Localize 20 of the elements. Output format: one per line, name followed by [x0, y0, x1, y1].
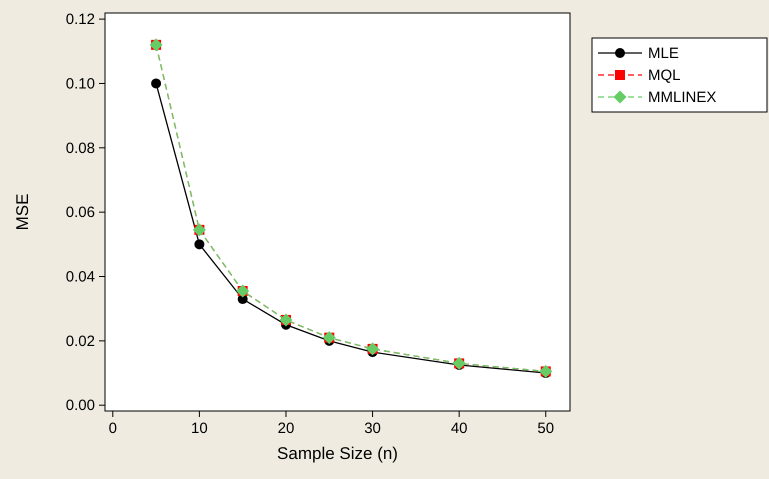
legend-label: MQL: [648, 67, 681, 84]
x-tick-label: 30: [364, 420, 381, 437]
y-tick-label: 0.06: [66, 204, 95, 222]
legend-label: MLE: [648, 45, 679, 62]
x-tick-label: 20: [278, 420, 294, 437]
y-axis-title: MSE: [13, 194, 32, 230]
point: [151, 78, 162, 88]
x-tick-label: 40: [450, 420, 468, 437]
x-tick-label: 10: [191, 420, 208, 437]
point: [194, 239, 204, 250]
y-tick-label: 0.12: [66, 11, 95, 28]
y-tick-label: 0.08: [66, 140, 95, 157]
y-tick-label: 0.00: [66, 397, 95, 414]
x-axis-title: Sample Size (n): [277, 444, 398, 463]
y-tick-label: 0.10: [66, 75, 95, 92]
legend-label: MMLINEX: [648, 89, 716, 106]
y-tick-label: 0.02: [66, 332, 95, 350]
y-tick-label: 0.04: [66, 268, 95, 286]
x-tick-label: 50: [537, 420, 554, 437]
x-tick-label: 0: [108, 420, 117, 437]
